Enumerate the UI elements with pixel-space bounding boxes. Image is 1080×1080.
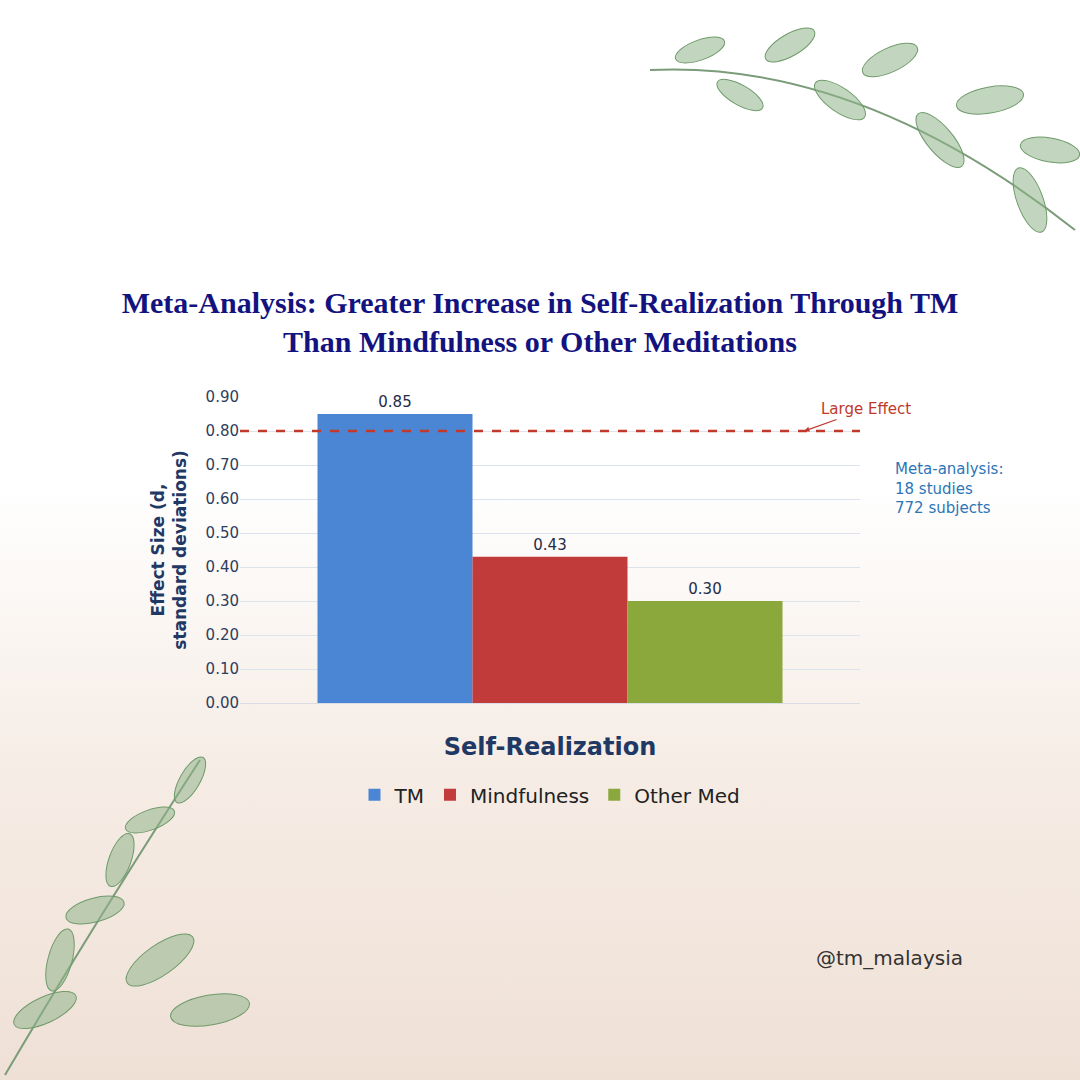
svg-text:0.20: 0.20	[206, 626, 239, 644]
svg-text:0.00: 0.00	[206, 694, 239, 712]
svg-text:0.50: 0.50	[206, 524, 239, 542]
svg-text:Effect Size (d,standard deviat: Effect Size (d,standard deviations)	[148, 450, 190, 650]
svg-text:Self-Realization: Self-Realization	[444, 733, 657, 761]
svg-text:0.80: 0.80	[206, 422, 239, 440]
svg-text:0.10: 0.10	[206, 660, 239, 678]
svg-text:0.70: 0.70	[206, 456, 239, 474]
svg-text:0.90: 0.90	[206, 388, 239, 406]
svg-text:@tm_malaysia: @tm_malaysia	[816, 946, 963, 970]
svg-text:Mindfulness: Mindfulness	[470, 784, 589, 808]
svg-text:0.40: 0.40	[206, 558, 239, 576]
svg-text:0.30: 0.30	[688, 580, 721, 598]
svg-text:0.85: 0.85	[378, 393, 411, 411]
svg-text:0.60: 0.60	[206, 490, 239, 508]
svg-text:Large Effect: Large Effect	[821, 400, 911, 418]
svg-text:Meta-analysis:18 studies772 su: Meta-analysis:18 studies772 subjects	[895, 460, 1003, 517]
svg-text:Other Med: Other Med	[634, 784, 739, 808]
svg-text:TM: TM	[394, 784, 424, 808]
svg-text:Meta-Analysis: Greater Increas: Meta-Analysis: Greater Increase in Self-…	[122, 286, 959, 358]
svg-text:0.43: 0.43	[533, 536, 566, 554]
svg-text:0.30: 0.30	[206, 592, 239, 610]
